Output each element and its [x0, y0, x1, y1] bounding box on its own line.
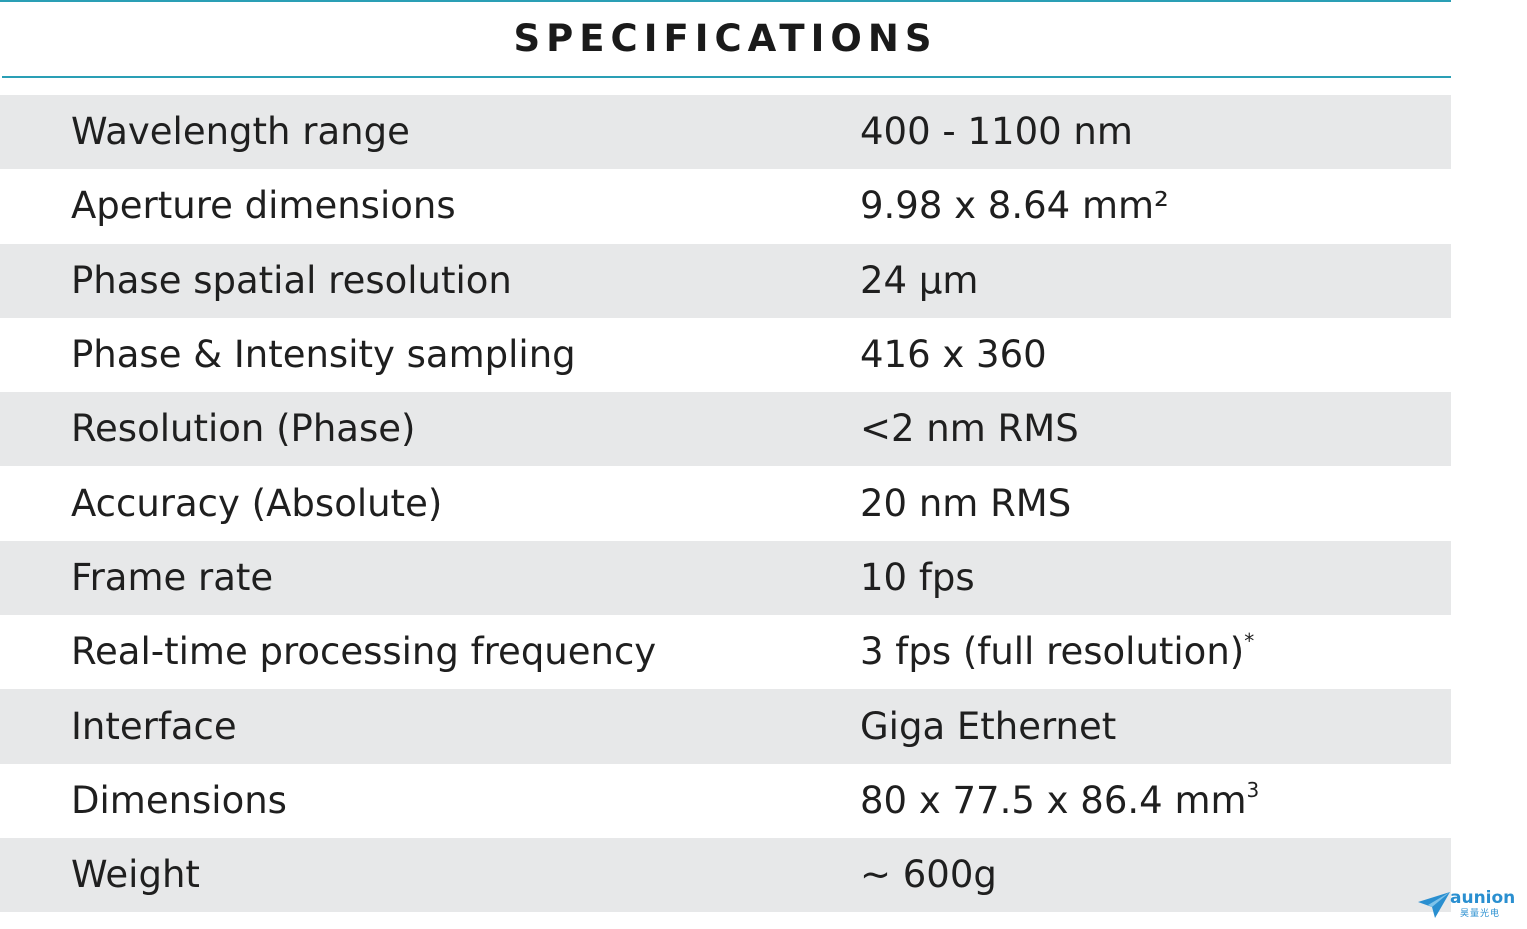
spec-value: <2 nm RMS	[860, 407, 1079, 451]
logo-wordmark: aunion	[1450, 888, 1516, 908]
spec-row: Phase spatial resolution 24 µm	[0, 243, 1451, 318]
specifications-table: Wavelength range 400 - 1100 nm Aperture …	[0, 95, 1451, 913]
spec-row: Phase & Intensity sampling 416 x 360	[0, 318, 1451, 392]
spec-value: 80 x 77.5 x 86.4 mm3	[860, 777, 1260, 822]
top-rule	[0, 0, 1451, 2]
brand-logo: aunion 昊量光电	[1417, 888, 1525, 924]
spec-value: 20 nm RMS	[860, 481, 1072, 525]
spec-value: Giga Ethernet	[860, 704, 1117, 748]
spec-value: 10 fps	[860, 555, 975, 599]
spec-row: Wavelength range 400 - 1100 nm	[0, 95, 1451, 170]
spec-label: Dimensions	[71, 778, 287, 822]
spec-label: Real-time processing frequency	[71, 630, 657, 674]
spec-row: Real-time processing frequency 3 fps (fu…	[0, 615, 1451, 689]
spec-label: Resolution (Phase)	[71, 407, 416, 451]
spec-value: 416 x 360	[860, 333, 1047, 377]
spec-label: Weight	[71, 853, 200, 897]
spec-row: Interface Giga Ethernet	[0, 689, 1451, 764]
spec-label: Accuracy (Absolute)	[71, 481, 443, 525]
spec-label: Interface	[71, 704, 237, 748]
spec-value: 24 µm	[860, 258, 979, 302]
spec-label: Wavelength range	[71, 110, 410, 154]
spec-row: Weight ~ 600g	[0, 837, 1451, 913]
spec-row: Accuracy (Absolute) 20 nm RMS	[0, 466, 1451, 540]
spec-label: Frame rate	[71, 555, 274, 599]
title-divider	[2, 76, 1451, 78]
logo-subtitle: 昊量光电	[1460, 909, 1501, 919]
spec-row: Frame rate 10 fps	[0, 540, 1451, 616]
spec-value: ~ 600g	[860, 853, 997, 897]
spec-row: Dimensions 80 x 77.5 x 86.4 mm3	[0, 764, 1451, 838]
spec-value: 3 fps (full resolution)*	[860, 629, 1255, 674]
spec-value: 400 - 1100 nm	[860, 110, 1133, 154]
spec-label: Phase spatial resolution	[71, 258, 512, 302]
spec-row: Aperture dimensions 9.98 x 8.64 mm²	[0, 169, 1451, 243]
spec-value: 9.98 x 8.64 mm²	[860, 184, 1169, 228]
spec-row: Resolution (Phase) <2 nm RMS	[0, 392, 1451, 467]
spec-label: Phase & Intensity sampling	[71, 333, 576, 377]
page-title: SPECIFICATIONS	[513, 17, 938, 60]
paper-plane-icon	[1418, 892, 1450, 918]
spec-label: Aperture dimensions	[71, 184, 456, 228]
